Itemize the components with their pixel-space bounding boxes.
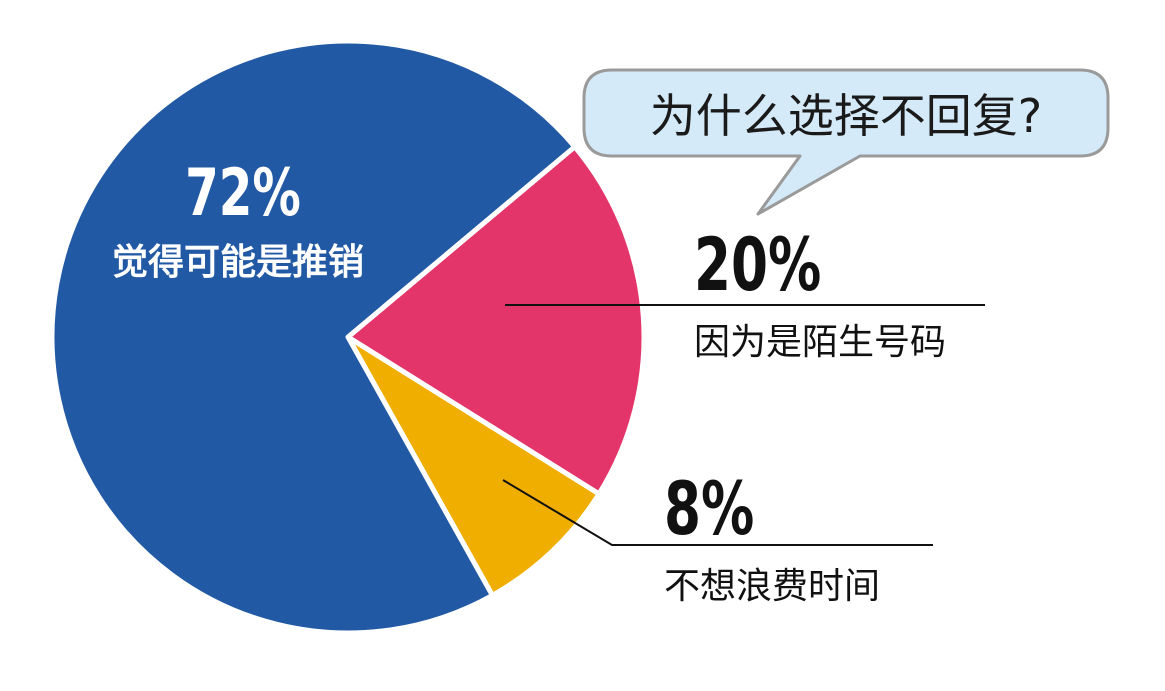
slice-label-bu-xiang-lang-fei-shi-jian: 不想浪费时间: [664, 566, 880, 607]
pie-slice-bu-xiang-lang-fei-shi-jian: [345, 334, 602, 598]
speech-bubble: [582, 68, 1110, 216]
pie-slice-jue-de-ke-neng-shi-tui-xiao: [49, 38, 578, 636]
bubble-question-text: 为什么选择不回复?: [650, 89, 1042, 143]
slice-label-yin-wei-shi-mo-sheng-hao-ma: 因为是陌生号码: [694, 322, 946, 363]
slice-label-jue-de-ke-neng-shi-tui-xiao: 觉得可能是推销: [112, 242, 364, 283]
value-label-8: 8%: [664, 466, 754, 552]
pie-slice-yin-wei-shi-mo-sheng-hao-ma: [345, 144, 647, 497]
leader-line-8: [502, 479, 933, 546]
value-label-72: 72%: [185, 155, 301, 231]
value-label-20: 20%: [694, 222, 821, 308]
